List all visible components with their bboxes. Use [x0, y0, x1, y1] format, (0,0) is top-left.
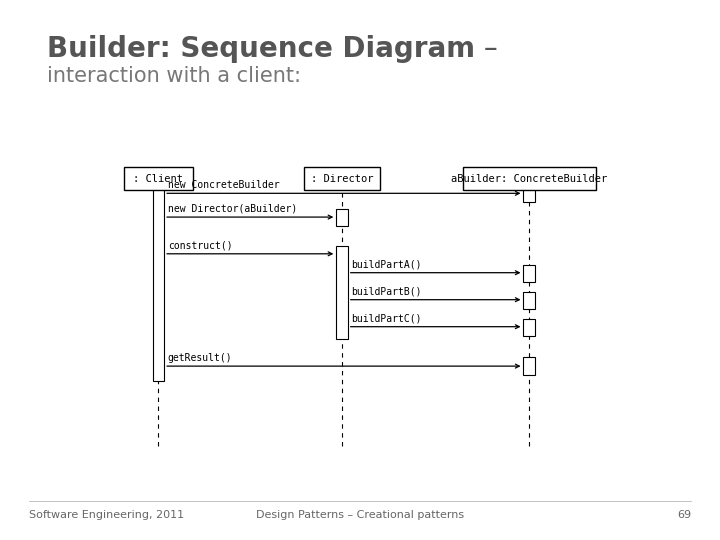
Text: : Director: : Director: [311, 174, 373, 184]
Bar: [336, 246, 348, 339]
Text: Builder: Sequence Diagram: Builder: Sequence Diagram: [47, 35, 475, 63]
Text: 69: 69: [677, 510, 691, 520]
Text: new ConcreteBuilder: new ConcreteBuilder: [168, 180, 279, 190]
Text: new Director(aBuilder): new Director(aBuilder): [168, 204, 297, 214]
Text: buildPartB(): buildPartB(): [351, 286, 422, 296]
Bar: [523, 357, 535, 375]
Text: –: –: [475, 35, 498, 63]
Bar: [124, 167, 192, 190]
Bar: [304, 167, 380, 190]
Bar: [336, 209, 348, 226]
Bar: [523, 292, 535, 309]
Bar: [462, 167, 596, 190]
Text: construct(): construct(): [168, 240, 233, 251]
Text: Software Engineering, 2011: Software Engineering, 2011: [29, 510, 184, 520]
Text: buildPartC(): buildPartC(): [351, 313, 422, 323]
Text: : Client: : Client: [133, 174, 184, 184]
Text: aBuilder: ConcreteBuilder: aBuilder: ConcreteBuilder: [451, 174, 608, 184]
Text: Design Patterns – Creational patterns: Design Patterns – Creational patterns: [256, 510, 464, 520]
Bar: [523, 319, 535, 336]
Bar: [523, 185, 535, 202]
Text: buildPartA(): buildPartA(): [351, 259, 422, 269]
Text: interaction with a client:: interaction with a client:: [47, 66, 301, 86]
Bar: [153, 185, 164, 381]
Bar: [523, 265, 535, 282]
Text: getResult(): getResult(): [168, 353, 233, 363]
